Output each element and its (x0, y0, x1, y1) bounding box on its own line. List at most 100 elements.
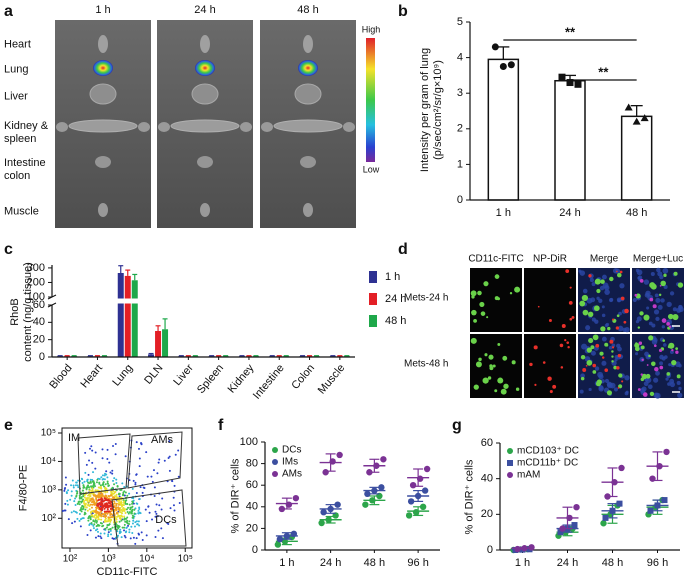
event-dot (87, 503, 90, 506)
fitc-signal (511, 360, 516, 365)
fitc-signal (611, 350, 614, 353)
legend-swatch (369, 271, 377, 283)
event-dot (140, 531, 143, 534)
event-dot (113, 477, 116, 480)
event-dot (88, 459, 91, 462)
y-tick-label: 10⁵ (41, 428, 56, 439)
panel-letter: e (4, 417, 13, 434)
event-dot (120, 519, 123, 522)
event-dot (153, 486, 156, 489)
fitc-signal (677, 282, 684, 288)
legend-marker (507, 472, 513, 478)
event-dot (130, 510, 133, 513)
organ-heart (98, 35, 108, 53)
dir-signal (646, 364, 649, 366)
event-dot (94, 451, 97, 454)
x-tick-label: 1 h (515, 557, 530, 569)
y-tick-label: 5 (457, 16, 463, 28)
micrograph (524, 334, 576, 398)
event-dot (126, 519, 129, 522)
x-tick-label: Lung (110, 362, 135, 388)
x-tick-label: Kidney (226, 362, 257, 396)
data-point (334, 501, 341, 508)
event-dot (131, 502, 134, 505)
y-tick-label: 20 (33, 334, 45, 346)
event-dot (135, 491, 138, 494)
event-dot (106, 524, 109, 527)
event-dot (116, 534, 119, 537)
dir-signal (612, 318, 615, 321)
plot-frame (61, 427, 193, 549)
event-dot (134, 521, 137, 524)
event-dot (135, 537, 138, 540)
fitc-signal (492, 364, 496, 368)
event-dot (103, 474, 106, 477)
data-point (573, 504, 580, 511)
event-dot (121, 526, 124, 529)
nucleus (667, 382, 671, 386)
event-dot (88, 447, 91, 450)
error-bar (125, 269, 131, 276)
event-dot (70, 484, 73, 487)
event-dot (88, 508, 91, 511)
event-dot (145, 534, 148, 537)
event-dot (177, 449, 180, 452)
error-bar (652, 499, 663, 512)
organ-intestine (300, 156, 316, 168)
event-dot (119, 488, 122, 491)
event-dot (108, 504, 111, 507)
y-tick-label: 40 (246, 501, 258, 513)
event-dot (131, 531, 134, 534)
nucleus (601, 305, 605, 309)
error-bar (517, 546, 528, 550)
dir-signal (671, 348, 674, 352)
event-dot (88, 482, 91, 485)
event-dot (112, 489, 115, 492)
dir-signal (542, 361, 546, 364)
event-dot (99, 535, 102, 538)
y-tick-label: 60 (481, 437, 493, 449)
event-dot (173, 484, 176, 487)
event-dot (75, 494, 78, 497)
organ-label: Liver (4, 90, 28, 103)
event-dot (107, 485, 110, 488)
data-point (421, 487, 429, 494)
fitc-signal (581, 294, 589, 302)
event-dot (112, 479, 115, 482)
event-dot (128, 528, 131, 531)
nucleus (650, 272, 655, 277)
event-dot (128, 503, 131, 506)
event-dot (77, 479, 80, 482)
event-dot (158, 504, 161, 507)
event-dot (132, 536, 135, 539)
event-dot (80, 510, 83, 513)
y-tick-label: 60 (33, 299, 45, 311)
event-dot (92, 527, 95, 530)
event-dot (105, 514, 108, 517)
dir-signal (668, 325, 672, 328)
event-dot (108, 461, 111, 464)
event-dot (104, 503, 107, 506)
event-dot (82, 495, 85, 498)
fitc-signal (470, 290, 477, 297)
event-dot (106, 512, 109, 515)
dir-signal (659, 365, 664, 370)
event-dot (92, 524, 95, 527)
event-dot (82, 498, 85, 501)
event-dot (111, 469, 114, 472)
nucleus (582, 288, 588, 294)
nucleus (602, 274, 607, 280)
organ-label: Intestine colon (4, 157, 46, 182)
fitc-signal (479, 301, 485, 307)
nucleus (601, 360, 607, 366)
event-dot (134, 483, 137, 486)
event-dot (129, 508, 132, 511)
x-tick-label: Intestine (251, 362, 287, 402)
data-point (318, 519, 325, 527)
dir-signal (641, 358, 644, 362)
y-tick-label: 20 (246, 522, 258, 534)
data-point (640, 114, 649, 122)
x-axis-label: CD11c-FITC (97, 566, 158, 578)
event-dot (163, 459, 166, 462)
